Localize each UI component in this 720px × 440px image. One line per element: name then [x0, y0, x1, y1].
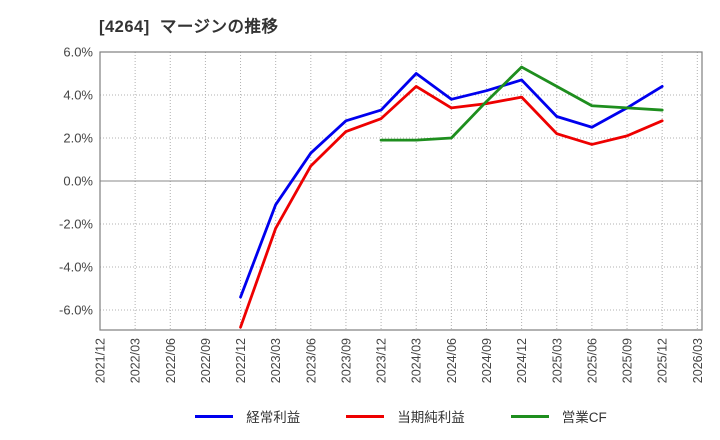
- svg-text:2022/09: 2022/09: [199, 338, 213, 383]
- y-axis-labels: 6.0% 4.0% 2.0% 0.0% -2.0% -4.0% -6.0%: [59, 45, 93, 318]
- svg-text:-4.0%: -4.0%: [59, 260, 93, 275]
- svg-text:2023/09: 2023/09: [339, 338, 353, 383]
- series-line-1: [239, 85, 664, 329]
- svg-text:2.0%: 2.0%: [63, 131, 93, 146]
- legend-line-red: [346, 414, 385, 418]
- svg-text:2024/09: 2024/09: [480, 338, 494, 383]
- svg-text:2024/12: 2024/12: [515, 338, 529, 383]
- x-axis-labels: 2021/12 2022/03 2022/06 2022/09 2022/12 2023/…: [94, 338, 705, 383]
- svg-text:6.0%: 6.0%: [63, 45, 93, 60]
- plot-frame: [99, 51, 703, 331]
- svg-text:2026/03: 2026/03: [691, 338, 705, 383]
- legend-label-keijo-rieki: 経常利益: [246, 410, 301, 425]
- legend-item-keijo-rieki: 経常利益: [195, 406, 300, 426]
- svg-text:2023/03: 2023/03: [269, 338, 283, 383]
- svg-text:2025/12: 2025/12: [656, 338, 670, 383]
- series-line-2: [379, 65, 664, 142]
- svg-text:2022/03: 2022/03: [129, 338, 143, 383]
- svg-text:2024/06: 2024/06: [445, 338, 459, 383]
- chart-legend: 経常利益 当期純利益 営業CF: [100, 404, 702, 428]
- svg-text:0.0%: 0.0%: [63, 174, 93, 189]
- legend-label-eigyo-cf: 営業CF: [561, 410, 607, 425]
- legend-label-touki-junrieki: 当期純利益: [397, 410, 465, 425]
- svg-text:4.0%: 4.0%: [63, 88, 93, 103]
- svg-text:-2.0%: -2.0%: [59, 217, 93, 232]
- svg-text:2022/06: 2022/06: [164, 338, 178, 383]
- horizontal-gridlines: [100, 94, 702, 311]
- svg-text:2025/09: 2025/09: [621, 338, 635, 383]
- svg-text:2025/06: 2025/06: [585, 338, 599, 383]
- legend-item-eigyo-cf: 営業CF: [510, 406, 607, 426]
- legend-line-blue: [195, 414, 234, 418]
- vertical-gridlines: [99, 52, 698, 330]
- chart-title: [4264] マージンの推移: [99, 18, 279, 36]
- svg-text:2023/06: 2023/06: [304, 338, 318, 383]
- svg-text:2021/12: 2021/12: [94, 338, 108, 383]
- svg-text:2023/12: 2023/12: [375, 338, 389, 383]
- svg-text:2024/03: 2024/03: [410, 338, 424, 383]
- legend-line-green: [510, 414, 549, 418]
- svg-text:2025/03: 2025/03: [550, 338, 564, 383]
- svg-text:2022/12: 2022/12: [234, 338, 248, 383]
- legend-item-touki-junrieki: 当期純利益: [346, 406, 465, 426]
- series-line-0: [239, 72, 664, 299]
- svg-text:-6.0%: -6.0%: [59, 303, 93, 318]
